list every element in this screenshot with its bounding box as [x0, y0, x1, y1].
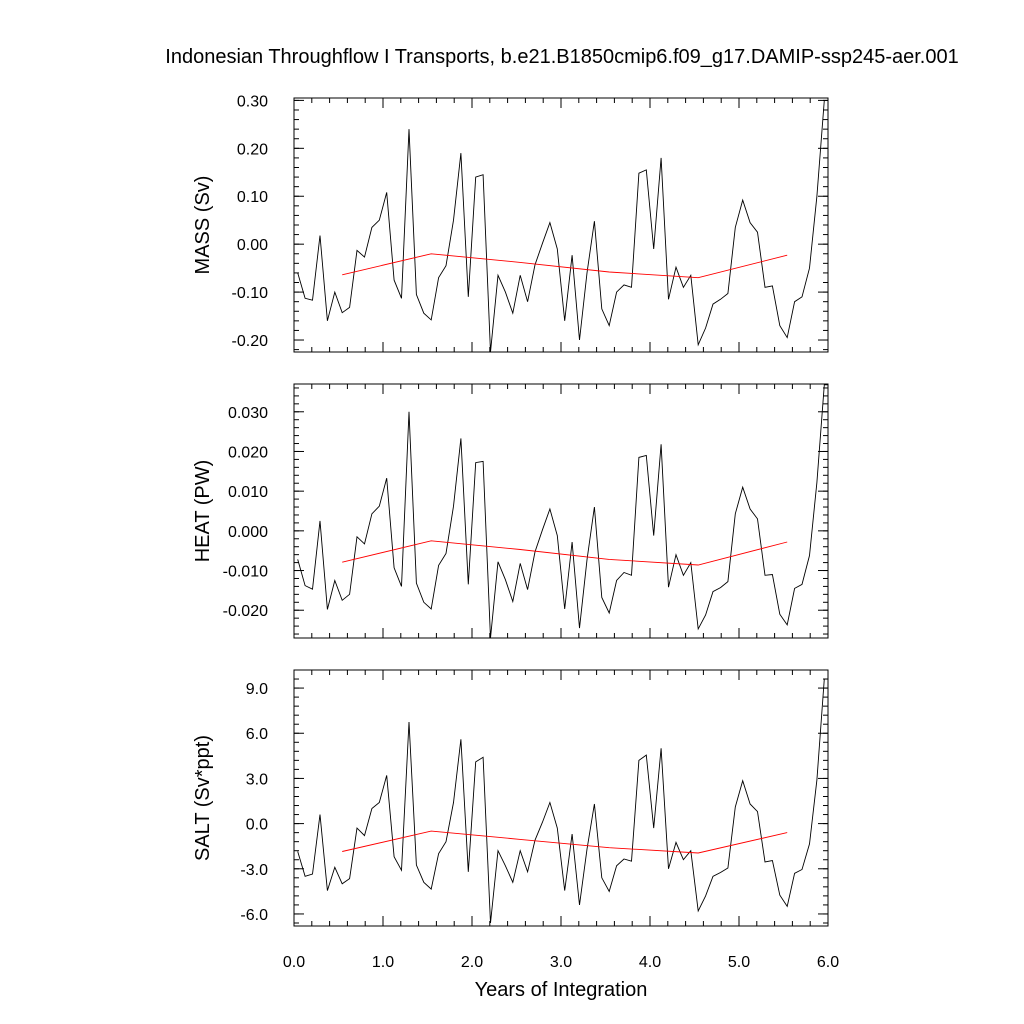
y-tick-label: 3.0 — [246, 771, 268, 788]
x-tick-label: 2.0 — [461, 954, 483, 971]
y-tick-label: 0.10 — [237, 189, 268, 206]
x-tick-label: 0.0 — [283, 954, 305, 971]
x-axis-label: Years of Integration — [475, 979, 648, 1001]
x-tick-label: 1.0 — [372, 954, 394, 971]
y-tick-label: -0.010 — [223, 564, 268, 581]
y-tick-label: 0.0 — [246, 817, 268, 834]
series-line-raw — [297, 678, 828, 924]
y-tick-label: 9.0 — [246, 681, 268, 698]
series-line-raw — [297, 99, 828, 352]
y-tick-label: 0.000 — [228, 524, 268, 541]
y-axis-label: HEAT (PW) — [192, 460, 214, 563]
panel-1: -0.20 -0.10 0.00 0.10 0.20 0.30 MASS (Sv) — [192, 93, 829, 353]
y-tick-label: 0.30 — [237, 93, 268, 110]
y-tick-label: 6.0 — [246, 726, 268, 743]
series-line-mean — [342, 540, 788, 566]
y-axis-label: SALT (Sv*ppt) — [192, 735, 214, 861]
y-tick-label: 0.020 — [228, 444, 268, 461]
y-tick-label: -6.0 — [240, 907, 268, 924]
y-tick-label: 0.20 — [237, 141, 268, 158]
y-tick-label: -0.10 — [232, 285, 269, 302]
chart-title: Indonesian Throughflow I Transports, b.e… — [165, 46, 959, 68]
y-tick-label: -0.20 — [232, 333, 269, 350]
x-tick-label: 4.0 — [639, 954, 661, 971]
x-tick-label: 3.0 — [550, 954, 572, 971]
y-tick-label: 0.010 — [228, 484, 268, 501]
panel-3: -6.0 -3.0 0.0 3.0 6.0 9.0 0.0 1.0 2.0 3.0 4.0 5.0 6.… — [192, 669, 839, 971]
x-tick-label: 6.0 — [817, 954, 839, 971]
panel-2: -0.020 -0.010 0.000 0.010 0.020 0.030 HEAT (PW… — [192, 383, 829, 639]
y-tick-label: 0.030 — [228, 405, 268, 422]
series-line-mean — [342, 830, 788, 854]
y-tick-label: -0.020 — [223, 603, 268, 620]
y-axis-label: MASS (Sv) — [192, 176, 214, 275]
y-tick-label: -3.0 — [240, 862, 268, 879]
x-tick-label: 5.0 — [728, 954, 750, 971]
series-line-raw — [297, 384, 828, 638]
y-tick-label: 0.00 — [237, 237, 268, 254]
series-line-mean — [342, 253, 788, 279]
